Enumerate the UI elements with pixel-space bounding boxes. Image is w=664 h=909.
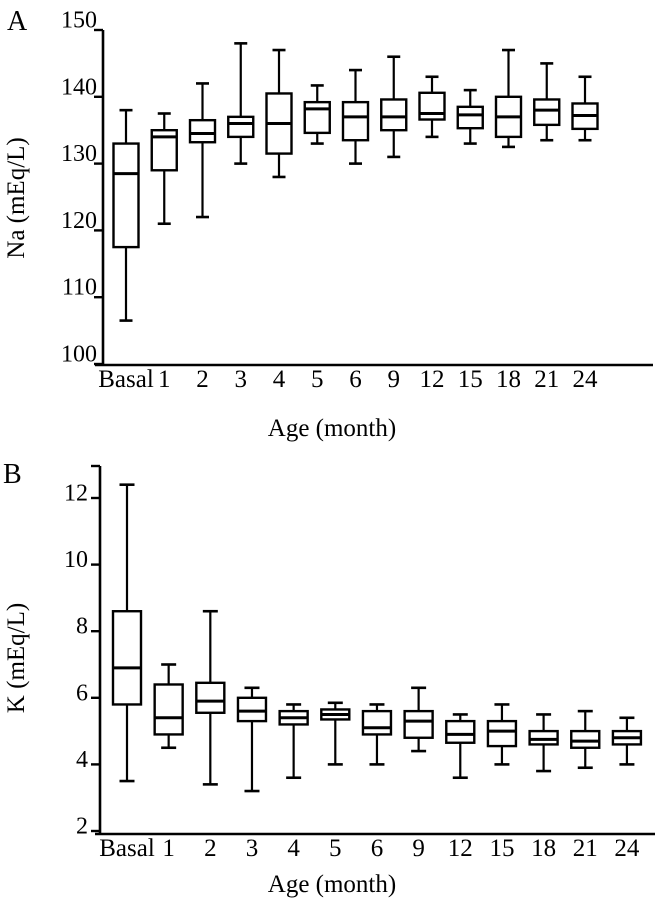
box-a-15: 15 [456,88,484,393]
x-tick-label-b: 2 [204,835,217,862]
x-tick-label-a: 21 [534,366,559,393]
x-tick-label-a: 1 [158,366,171,393]
y-axis-title-a: Na (mEq/L) [3,137,30,258]
box-a-24: 24 [571,75,599,393]
x-tick-label-a: 5 [311,366,324,393]
box-a-5: 5 [303,84,331,393]
y-tick-label-a: 120 [61,208,97,234]
y-tick-label-a: 110 [62,275,97,301]
x-tick-label-b: 6 [371,835,384,862]
x-tick-label-a: 6 [349,366,362,393]
x-tick-label-b: Basal [99,835,155,862]
y-tick-label-b: 8 [76,614,88,640]
box-a-3: 3 [227,42,255,393]
box-a-21: 21 [533,62,561,393]
box-b-9: 9 [403,686,434,862]
x-tick-label-a: 4 [273,366,286,393]
box-b-1: 1 [153,663,184,862]
box-a-6: 6 [341,68,370,393]
x-tick-label-b: 21 [573,835,598,862]
x-tick-label-b: 4 [287,835,300,862]
box-b-5: 5 [320,701,351,862]
x-tick-label-a: Basal [98,366,154,393]
y-tick-label-a: 140 [61,74,97,100]
x-tick-label-b: 24 [614,835,640,862]
y-tick-label-a: 150 [61,8,97,34]
box-b-15: 15 [486,703,518,862]
x-tick-label-a: 12 [420,366,445,393]
box-b-21: 21 [570,709,601,862]
x-tick-label-a: 9 [388,366,401,393]
box-b-24: 24 [611,716,643,862]
y-tick-label-a: 130 [61,141,97,167]
box-b-basal: Basal [99,483,155,862]
y-tick-label-b: 2 [76,814,88,840]
box-b-6: 6 [361,703,393,862]
y-tick-label-b: 10 [64,547,88,573]
x-tick-label-b: 12 [448,835,473,862]
box-b-18: 18 [528,713,559,862]
x-tick-label-b: 1 [162,835,175,862]
x-tick-label-a: 2 [196,366,209,393]
box-a-4: 4 [265,48,293,393]
box-a-9: 9 [380,55,408,393]
box-b-2: 2 [195,609,226,862]
x-tick-label-a: 15 [458,366,483,393]
panel-letter-a: A [7,6,28,37]
box-a-12: 12 [418,75,446,393]
x-tick-label-a: 18 [496,366,521,393]
x-tick-label-b: 3 [246,835,259,862]
box-a-18: 18 [494,48,523,393]
box-a-2: 2 [188,82,217,393]
y-tick-label-b: 4 [76,747,88,773]
y-tick-label-b: 12 [64,481,88,507]
x-axis-title-a: Age (month) [268,415,396,442]
y-tick-label-b: 6 [76,680,88,706]
panel-letter-b: B [3,459,22,490]
box-a-1: 1 [150,112,178,393]
x-tick-label-a: 3 [235,366,248,393]
x-tick-label-b: 18 [531,835,556,862]
box-a-basal: Basal [98,108,154,393]
x-tick-label-b: 5 [329,835,342,862]
y-tick-label-a: 100 [61,342,97,368]
x-axis-title-b: Age (month) [268,871,396,898]
x-tick-label-b: 9 [412,835,425,862]
x-tick-label-b: 15 [489,835,514,862]
box-b-12: 12 [445,713,476,862]
box-b-4: 4 [278,703,309,862]
x-tick-label-a: 24 [573,366,599,393]
box-b-3: 3 [236,686,268,862]
y-axis-title-b: K (mEq/L) [3,603,30,713]
